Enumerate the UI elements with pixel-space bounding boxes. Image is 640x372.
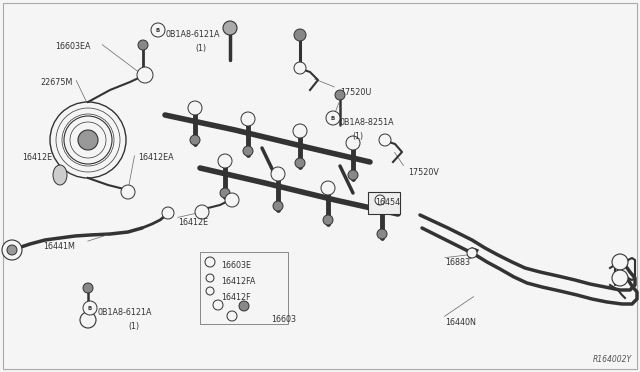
Circle shape <box>239 301 249 311</box>
Text: 16412E: 16412E <box>22 153 52 162</box>
Text: 16603: 16603 <box>271 315 296 324</box>
Text: 16454: 16454 <box>375 198 400 207</box>
Circle shape <box>377 229 387 239</box>
Circle shape <box>83 283 93 293</box>
Circle shape <box>227 311 237 321</box>
Circle shape <box>348 170 358 180</box>
Circle shape <box>121 185 135 199</box>
Circle shape <box>293 124 307 138</box>
Text: 0B1A8-6121A: 0B1A8-6121A <box>165 30 220 39</box>
Circle shape <box>321 181 335 195</box>
Text: 16883: 16883 <box>445 258 470 267</box>
Text: B: B <box>88 305 92 311</box>
Circle shape <box>80 312 96 328</box>
Circle shape <box>326 111 340 125</box>
Circle shape <box>205 257 215 267</box>
Circle shape <box>162 207 174 219</box>
Circle shape <box>225 193 239 207</box>
Circle shape <box>271 167 285 181</box>
Circle shape <box>612 270 628 286</box>
Circle shape <box>137 67 153 83</box>
Text: (1): (1) <box>352 132 363 141</box>
Circle shape <box>64 116 112 164</box>
Text: 16441M: 16441M <box>43 242 75 251</box>
Text: 16440N: 16440N <box>445 318 476 327</box>
Text: B: B <box>331 115 335 121</box>
Circle shape <box>2 240 22 260</box>
Circle shape <box>213 300 223 310</box>
Text: B: B <box>156 28 160 32</box>
Circle shape <box>335 90 345 100</box>
Circle shape <box>241 112 255 126</box>
Bar <box>368 192 400 214</box>
Circle shape <box>375 195 389 209</box>
Circle shape <box>206 274 214 282</box>
Bar <box>200 252 288 324</box>
Circle shape <box>7 245 17 255</box>
Text: 16603E: 16603E <box>221 261 251 270</box>
Text: (1): (1) <box>128 322 139 331</box>
Circle shape <box>273 201 283 211</box>
Circle shape <box>323 215 333 225</box>
Circle shape <box>78 130 98 150</box>
Text: 22675M: 22675M <box>40 78 72 87</box>
Circle shape <box>467 248 477 258</box>
Circle shape <box>612 254 628 270</box>
Text: 16412FA: 16412FA <box>221 277 255 286</box>
Circle shape <box>294 62 306 74</box>
Circle shape <box>83 301 97 315</box>
Circle shape <box>379 134 391 146</box>
Circle shape <box>294 29 306 41</box>
Text: 16412EA: 16412EA <box>138 153 173 162</box>
Text: 16412F: 16412F <box>221 293 251 302</box>
Circle shape <box>218 154 232 168</box>
Circle shape <box>220 188 230 198</box>
Text: 17520V: 17520V <box>408 168 439 177</box>
Text: 0B1A8-6121A: 0B1A8-6121A <box>98 308 152 317</box>
Circle shape <box>243 146 253 156</box>
Circle shape <box>195 205 209 219</box>
Circle shape <box>190 135 200 145</box>
Circle shape <box>50 102 126 178</box>
FancyBboxPatch shape <box>3 3 637 369</box>
Circle shape <box>206 287 214 295</box>
Text: 17520U: 17520U <box>340 88 371 97</box>
Circle shape <box>346 136 360 150</box>
Text: 16412E: 16412E <box>178 218 208 227</box>
Circle shape <box>375 195 385 205</box>
Text: 16603EA: 16603EA <box>55 42 90 51</box>
Text: (1): (1) <box>195 44 206 53</box>
Circle shape <box>295 158 305 168</box>
Text: R164002Y: R164002Y <box>593 355 632 364</box>
Circle shape <box>138 40 148 50</box>
Circle shape <box>188 101 202 115</box>
Circle shape <box>151 23 165 37</box>
Circle shape <box>223 21 237 35</box>
Ellipse shape <box>53 165 67 185</box>
Text: 0B1A8-8251A: 0B1A8-8251A <box>340 118 395 127</box>
